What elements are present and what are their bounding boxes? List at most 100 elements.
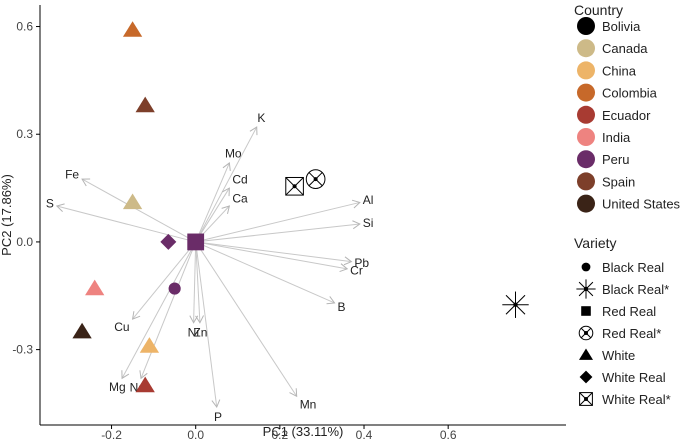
loading-arrow-zn: [195, 241, 204, 324]
data-point-peru-white-real: [160, 233, 177, 250]
circle-x-dot: [584, 331, 588, 335]
data-point-canada-white: [122, 193, 143, 210]
y-tick-label: 0.3: [16, 127, 33, 141]
triangle-marker: [578, 348, 594, 360]
country-legend-label-bolivia: Bolivia: [602, 19, 641, 34]
diamond-marker: [160, 233, 177, 250]
loading-arrow-al: [195, 199, 361, 243]
square-x-box: [285, 176, 304, 196]
x-tick-label: 0.2: [272, 428, 289, 439]
square-x-dot: [292, 184, 297, 189]
country-legend-title: Country: [574, 2, 623, 18]
loading-label-fe: Fe: [65, 167, 79, 181]
variety-legend-symbol-black-real: [576, 279, 596, 299]
loading-label-p: P: [214, 410, 222, 424]
country-legend-label-canada: Canada: [602, 41, 648, 56]
country-legend-swatch-canada: [577, 39, 595, 58]
variety-legend-title: Variety: [574, 235, 617, 251]
loading-arrow-mn: [195, 241, 298, 398]
data-point-spain-white: [135, 96, 155, 113]
variety-legend-symbol-red-real: [578, 325, 594, 341]
variety-legend-symbol-black-real: [581, 262, 591, 272]
x-tick-label: -0.2: [101, 428, 122, 439]
loading-arrow-na: [139, 241, 197, 380]
square-x-box: [579, 392, 593, 406]
country-legend-label-colombia: Colombia: [602, 86, 658, 101]
country-legend-label-spain: Spain: [602, 174, 635, 189]
diamond-marker: [579, 370, 593, 384]
variety-legend-label-white-real: White Real: [602, 370, 666, 385]
loading-arrow-si: [195, 220, 361, 243]
loading-label-ni: Ni: [188, 326, 199, 340]
data-point-colombia-white: [122, 21, 143, 37]
x-tick-label: 0.4: [356, 428, 373, 439]
data-point-bolivia-black-real: [502, 291, 529, 318]
country-legend-label-peru: Peru: [602, 152, 629, 167]
square-marker: [581, 306, 591, 316]
country-legend-swatch-colombia: [577, 83, 595, 102]
axes: PC1 (33.11%) PC2 (17.86%) -0.2 0.0 0.2 0.4 0…: [0, 5, 566, 439]
variety-legend-label-black-real: Black Real: [602, 260, 664, 275]
variety-legend-symbol-red-real: [581, 306, 591, 316]
circle-x-ring: [305, 169, 326, 189]
loading-label-k: K: [257, 111, 265, 125]
variety-legend-label-white: White: [602, 348, 635, 363]
data-point-china-white: [139, 337, 160, 353]
loading-label-cu: Cu: [114, 320, 129, 334]
asterisk-dot: [513, 302, 518, 307]
loading-label-s: S: [46, 197, 54, 211]
triangle-marker: [72, 322, 92, 339]
triangle-marker: [139, 337, 160, 353]
country-legend-swatch-india: [577, 128, 595, 146]
loading-arrow-fe: [81, 178, 196, 243]
square-marker: [187, 233, 205, 251]
loading-label-zn: Zn: [193, 326, 207, 340]
data-point-peru-black-real: [168, 282, 181, 295]
loading-arrow-pb: [195, 241, 353, 266]
x-tick-label: 0.6: [440, 428, 457, 439]
variety-legend-symbol-white-real: [579, 370, 593, 384]
circle-x-dot: [313, 177, 318, 182]
loading-label-pb: Pb: [354, 256, 369, 270]
country-legend-swatch-bolivia: [577, 17, 595, 35]
country-legend-swatch-spain: [577, 172, 595, 191]
loading-label-cr: Cr: [350, 264, 363, 278]
variety-legend-label-black-real: Black Real*: [602, 282, 669, 297]
data-points: [72, 21, 529, 393]
country-legend-label-china: China: [602, 63, 637, 78]
loading-label-mg: Mg: [109, 380, 126, 394]
triangle-marker: [122, 193, 143, 210]
y-tick-label: -0.3: [12, 343, 33, 357]
country-legend-label-ecuador: Ecuador: [602, 108, 651, 123]
circle-x-ring: [578, 325, 594, 341]
y-tick-label: 0.0: [16, 235, 33, 249]
circle-marker: [168, 282, 181, 295]
data-point-united-states-white: [72, 322, 92, 339]
data-point-peru-red-real: [187, 233, 205, 251]
loading-arrow-ni: [189, 241, 199, 324]
variety-legend-symbol-white-real: [579, 392, 593, 406]
loading-label-al: Al: [363, 193, 374, 207]
circle-marker: [581, 262, 591, 272]
loading-label-b: B: [338, 300, 346, 314]
variety-legend-label-red-real: Red Real*: [602, 326, 661, 341]
square-x-dot: [584, 397, 588, 401]
triangle-marker: [85, 279, 105, 296]
country-legend-label-india: India: [602, 130, 631, 145]
country-legend-swatch-ecuador: [577, 105, 595, 124]
loading-label-mn: Mn: [300, 398, 317, 412]
loading-label-ca: Ca: [232, 192, 248, 206]
triangle-marker: [122, 21, 143, 37]
loading-arrow-s: [55, 203, 196, 243]
x-axis-label: PC1 (33.11%): [263, 424, 344, 439]
loading-label-si: Si: [363, 216, 374, 230]
data-point-bolivia-red-real: [305, 169, 326, 189]
loading-arrow-p: [195, 241, 221, 409]
variety-legend-symbol-white: [578, 348, 594, 360]
loading-arrow-cr: [195, 241, 349, 273]
data-point-bolivia-white-real: [285, 176, 304, 196]
loading-arrow-k: [195, 126, 258, 243]
triangle-marker: [135, 376, 155, 393]
triangle-marker: [135, 96, 155, 113]
